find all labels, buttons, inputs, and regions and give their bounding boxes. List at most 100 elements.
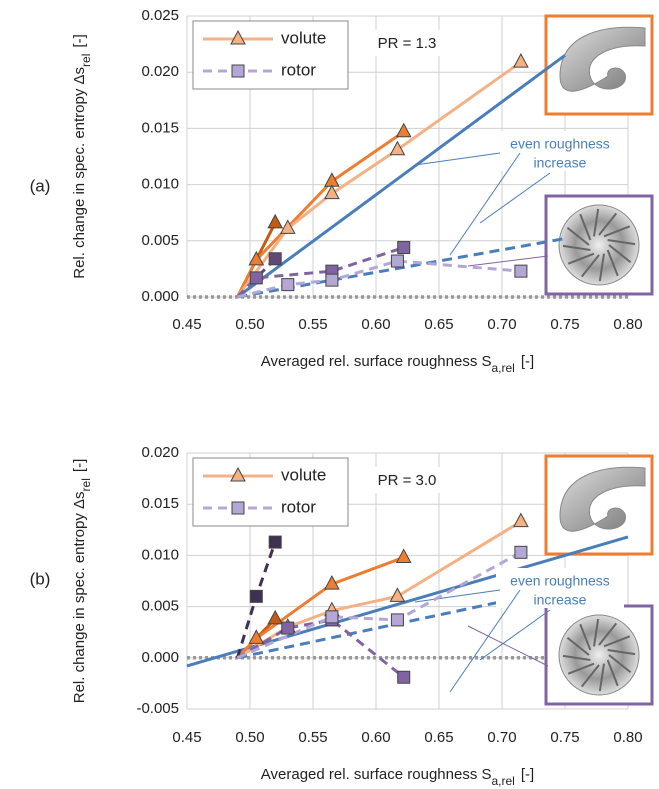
blade xyxy=(567,252,595,265)
x-axis-label-text: Averaged rel. surface roughness S xyxy=(261,766,492,783)
legend-marker xyxy=(230,29,246,45)
annotation-box xyxy=(362,30,452,56)
rotor-image xyxy=(558,614,640,696)
legend-marker xyxy=(231,501,245,515)
pointer xyxy=(414,589,501,603)
marker xyxy=(248,250,265,266)
legend-label: rotor xyxy=(281,60,316,79)
note-text: even roughness xyxy=(510,573,610,589)
x-tick-label: 0.60 xyxy=(361,729,390,746)
annotation-box xyxy=(362,467,452,493)
marker xyxy=(324,575,340,590)
x-tick-label: 0.65 xyxy=(424,729,453,746)
marker xyxy=(324,184,340,200)
marker xyxy=(397,241,411,255)
note-text: even roughness xyxy=(510,136,610,152)
x-tick-label: 0.80 xyxy=(613,729,642,746)
x-axis-label-sub: a,rel xyxy=(492,774,515,788)
blade xyxy=(598,622,618,646)
pointer xyxy=(479,172,551,224)
marker xyxy=(389,140,406,156)
marker xyxy=(390,254,404,268)
marker xyxy=(324,172,340,187)
y-axis-label-unit: [-] xyxy=(71,34,88,47)
legend-marker xyxy=(230,466,246,482)
blade xyxy=(603,225,631,238)
y-tick-label: 0.010 xyxy=(141,176,179,193)
x-tick-label: 0.45 xyxy=(172,729,201,746)
blade xyxy=(562,244,591,251)
x-axis-label: Averaged rel. surface roughness Sa,rel [-… xyxy=(261,353,534,375)
marker xyxy=(267,213,284,229)
marker xyxy=(514,264,528,278)
note-text: increase xyxy=(534,592,587,608)
series-line xyxy=(236,130,405,298)
x-tick-label: 0.45 xyxy=(172,316,201,333)
marker xyxy=(267,609,284,625)
y-tick-label: 0.015 xyxy=(141,495,179,512)
blade xyxy=(608,654,632,674)
blade xyxy=(598,663,605,692)
marker xyxy=(268,252,282,266)
marker xyxy=(513,512,529,528)
legend-box xyxy=(192,457,349,527)
y-axis-label-text: Rel. change in spec. entropy Δs xyxy=(71,67,88,279)
panel-label: (b) xyxy=(30,569,51,588)
blade xyxy=(580,664,600,688)
blade xyxy=(608,244,632,264)
x-tick-label: 0.75 xyxy=(550,729,579,746)
x-axis-label-text: Averaged rel. surface roughness S xyxy=(261,353,492,370)
marker xyxy=(389,587,406,602)
y-tick-label: 0.025 xyxy=(141,7,179,24)
legend-box xyxy=(192,20,349,90)
volute-image xyxy=(559,26,646,92)
pointer xyxy=(414,152,501,166)
y-tick-label: 0.020 xyxy=(141,63,179,80)
legend-label: volute xyxy=(281,28,326,47)
x-tick-label: 0.60 xyxy=(361,316,390,333)
blade xyxy=(607,649,636,656)
marker xyxy=(249,271,263,285)
volute-image xyxy=(559,466,646,532)
blade xyxy=(593,208,600,237)
pointer xyxy=(467,255,549,267)
marker xyxy=(279,219,296,234)
x-tick-label: 0.70 xyxy=(487,729,516,746)
marker xyxy=(268,535,282,549)
legend-marker xyxy=(231,64,245,78)
marker xyxy=(397,670,411,684)
x-axis-label: Averaged rel. surface roughness Sa,rel [-… xyxy=(261,766,534,788)
blade xyxy=(606,249,619,277)
series-line xyxy=(236,551,522,660)
y-tick-label: 0.010 xyxy=(141,546,179,563)
blade xyxy=(606,659,619,687)
rotor-image xyxy=(558,204,640,286)
marker xyxy=(325,610,339,624)
pointer xyxy=(449,589,521,693)
y-axis-label: Rel. change in spec. entropy Δsrel [-] xyxy=(71,34,93,279)
blade xyxy=(567,662,595,675)
pointer xyxy=(479,609,551,661)
blade xyxy=(593,618,600,647)
x-axis-label-unit: [-] xyxy=(521,353,534,370)
y-tick-label: 0.020 xyxy=(141,444,179,461)
pointer xyxy=(449,152,521,256)
annotation: PR = 1.3 xyxy=(378,35,437,52)
annotation: PR = 3.0 xyxy=(378,472,437,489)
marker xyxy=(281,278,295,292)
y-tick-label: -0.005 xyxy=(136,700,179,717)
pointer xyxy=(467,625,549,667)
y-tick-label: 0.000 xyxy=(141,288,179,305)
y-tick-label: 0.005 xyxy=(141,598,179,615)
legend-label: volute xyxy=(281,465,326,484)
blade xyxy=(562,654,591,661)
marker xyxy=(514,545,528,559)
y-axis-label-sub: rel xyxy=(79,54,93,67)
note-box xyxy=(496,568,624,608)
x-tick-label: 0.55 xyxy=(298,729,327,746)
marker xyxy=(513,53,529,68)
marker xyxy=(395,122,412,138)
note-text: increase xyxy=(534,155,587,171)
chart-panel: -0.005 0.000 0.005 0.010 0.015 0.020 0.45 0.50 0… xyxy=(30,444,654,788)
